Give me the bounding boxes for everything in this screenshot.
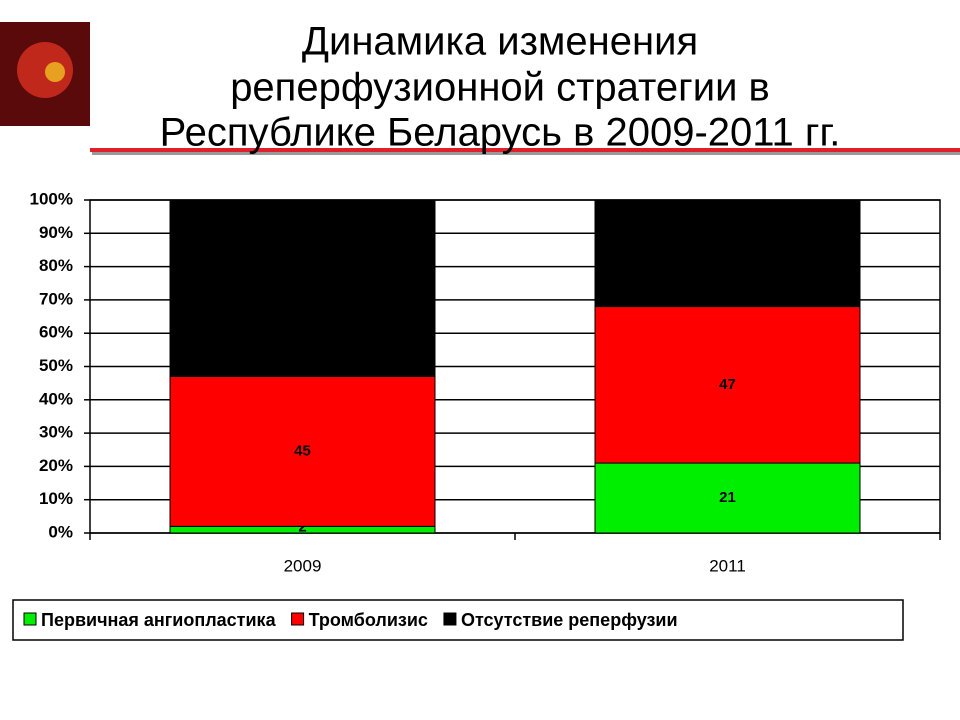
title-line: Динамика изменения — [302, 20, 698, 64]
bar-segment — [594, 462, 861, 534]
data-label: 47 — [719, 376, 736, 393]
data-label: 45 — [294, 442, 311, 459]
y-tick-label: 90% — [39, 223, 73, 242]
y-tick-label: 10% — [39, 489, 73, 508]
x-tick-label: 2011 — [709, 556, 746, 575]
legend-label: Отсутствие реперфузии — [461, 610, 678, 630]
plot: 0% 10% 20% 30% 40% 50% 60% 70% 80% 90% 100% 2009 2 45… — [30, 189, 941, 575]
title-line: реперфузионной стратегии в — [230, 66, 770, 110]
y-tick-label: 0% — [48, 522, 73, 541]
x-tick-label: 2009 — [284, 556, 322, 575]
y-tick-label: 30% — [39, 423, 73, 442]
bar-segment — [169, 199, 436, 377]
bar-segment — [169, 375, 436, 527]
y-tick-label: 40% — [39, 389, 73, 408]
data-label: 21 — [719, 489, 736, 506]
y-tick-label: 70% — [39, 289, 73, 308]
y-tick-label: 20% — [39, 456, 73, 475]
heart-image-detail — [17, 42, 73, 98]
title-line: Республике Беларусь в 2009-2011 гг. — [160, 111, 841, 155]
legend-swatch — [291, 612, 305, 626]
y-tick-label: 100% — [30, 189, 73, 208]
legend-box — [12, 599, 904, 641]
legend-label: Первичная ангиопластика — [41, 610, 277, 630]
data-label: 2 — [298, 519, 306, 536]
legend-label: Тромболизис — [309, 610, 428, 630]
legend-swatch — [443, 612, 457, 626]
bar-segment — [594, 199, 861, 308]
heart-image-detail — [45, 62, 65, 82]
legend: Первичная ангиопластика Тромболизис Отсутс… — [23, 610, 678, 630]
legend-swatch — [23, 612, 37, 626]
y-tick-label: 50% — [39, 356, 73, 375]
y-tick-label: 80% — [39, 256, 73, 275]
y-tick-label: 60% — [39, 323, 73, 342]
